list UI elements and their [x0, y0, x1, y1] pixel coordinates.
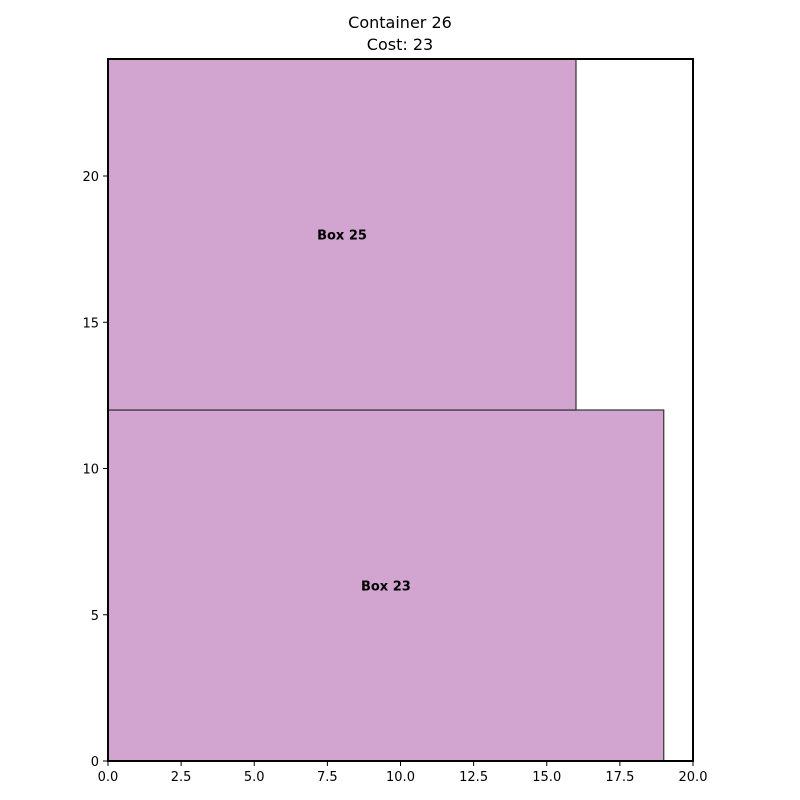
- box-label: Box 23: [361, 580, 411, 595]
- box-rect: [107, 58, 577, 411]
- x-tick-label: 10.0: [386, 770, 415, 785]
- y-tick-label: 0: [91, 755, 99, 770]
- chart-title-line-2: Cost: 23: [367, 35, 433, 54]
- y-tick-label: 5: [91, 609, 99, 624]
- chart-title-line-1: Container 26: [348, 13, 452, 32]
- box-rect: [107, 409, 665, 762]
- x-tick-label: 12.5: [459, 770, 488, 785]
- x-tick-label: 5.0: [244, 770, 265, 785]
- x-tick-label: 15.0: [532, 770, 561, 785]
- x-tick-label: 2.5: [171, 770, 192, 785]
- y-tick-label: 15: [82, 316, 99, 331]
- box-label: Box 25: [317, 229, 367, 244]
- boxes-layer: Box 23 Box 25: [107, 58, 665, 762]
- x-tick-label: 20.0: [679, 770, 708, 785]
- x-tick-label: 7.5: [317, 770, 338, 785]
- axes-layer: 0.0 2.5 5.0 7.5 10.0 12.5 15.0 17.5 20.0 0 5 10 15 20: [82, 59, 707, 785]
- x-tick-label: 17.5: [605, 770, 634, 785]
- x-tick-label: 0.0: [98, 770, 119, 785]
- y-tick-label: 10: [82, 463, 99, 478]
- y-tick-label: 20: [82, 170, 99, 185]
